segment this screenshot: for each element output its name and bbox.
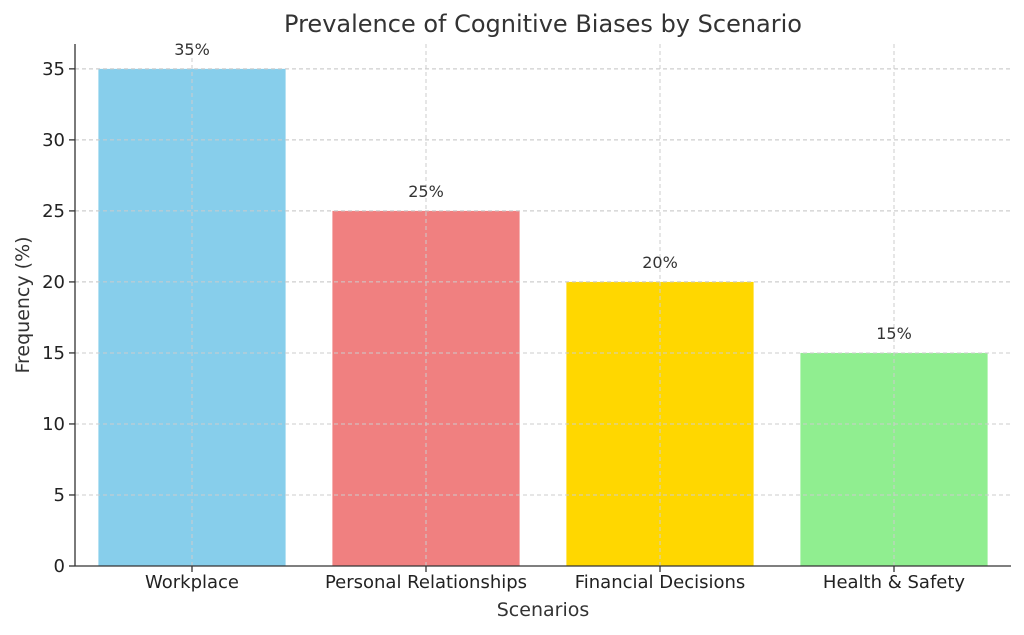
x-tick-label: Health & Safety — [823, 572, 966, 593]
y-axis-label: Frequency (%) — [12, 236, 34, 373]
x-tick-label: Personal Relationships — [325, 572, 527, 593]
y-tick-label: 5 — [54, 485, 65, 506]
y-tick-label: 10 — [42, 414, 65, 435]
y-tick-label: 0 — [54, 556, 65, 577]
y-tick-label: 15 — [42, 343, 65, 364]
x-tick-label: Financial Decisions — [575, 572, 746, 593]
axis-layer: 0 5 10 15 20 25 30 35 Workplace Personal Relation… — [42, 44, 1011, 593]
data-label: 20% — [642, 253, 678, 272]
y-tick-label: 30 — [42, 130, 65, 151]
y-tick-label: 35 — [42, 59, 65, 80]
chart-title: Prevalence of Cognitive Biases by Scenar… — [284, 10, 802, 38]
data-label-layer: 35% 25% 20% 15% — [174, 40, 912, 343]
data-label: 25% — [408, 182, 444, 201]
y-tick-label: 20 — [42, 272, 65, 293]
data-label: 35% — [174, 40, 210, 59]
y-tick-label: 25 — [42, 201, 65, 222]
x-axis-label: Scenarios — [497, 599, 590, 621]
bar-layer — [75, 44, 1011, 567]
x-tick-label: Workplace — [145, 572, 239, 593]
data-label: 15% — [876, 324, 912, 343]
